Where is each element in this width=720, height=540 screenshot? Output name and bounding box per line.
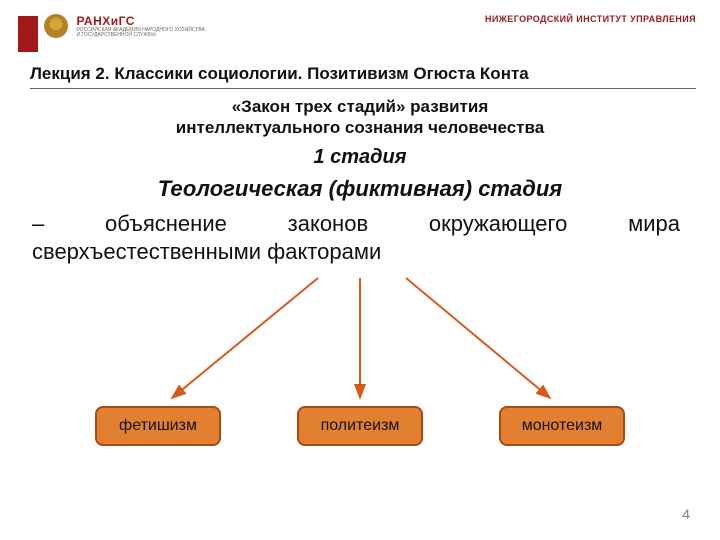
boxes-row: фетишизм политеизм монотеизм xyxy=(0,406,720,446)
logo: РАНХиГС РОССИЙСКАЯ АКАДЕМИЯ НАРОДНОГО ХО… xyxy=(44,14,205,38)
page-number: 4 xyxy=(682,506,690,522)
concept-box: политеизм xyxy=(297,406,423,446)
concept-box: монотеизм xyxy=(499,406,625,446)
arrow-icon xyxy=(172,278,318,398)
arrow-icon xyxy=(406,278,550,398)
logo-main-text: РАНХиГС xyxy=(76,14,204,28)
stage-name: Теологическая (фиктивная) стадия xyxy=(0,176,720,202)
law-title: «Закон трех стадий» развития интеллектуа… xyxy=(0,96,720,139)
accent-block xyxy=(18,16,38,52)
law-title-line1: «Закон трех стадий» развития xyxy=(232,97,489,116)
stage-number: 1 стадия xyxy=(0,146,720,169)
logo-sub-text-2: И ГОСУДАРСТВЕННОЙ СЛУЖБЫ xyxy=(76,33,204,38)
divider xyxy=(30,88,696,89)
law-title-line2: интеллектуального сознания человечества xyxy=(176,118,544,137)
logo-crest-icon xyxy=(44,14,68,38)
concept-box: фетишизм xyxy=(95,406,221,446)
stage-bullet: объяснение законов окружающего мира свер… xyxy=(32,210,680,265)
institute-name: НИЖЕГОРОДСКИЙ ИНСТИТУТ УПРАВЛЕНИЯ xyxy=(485,14,696,24)
lecture-title: Лекция 2. Классики социологии. Позитивиз… xyxy=(30,64,529,84)
